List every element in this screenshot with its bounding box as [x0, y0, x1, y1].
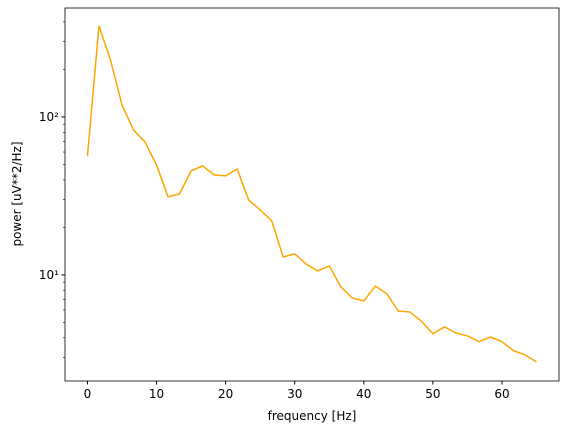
x-tick-label: 60 — [494, 387, 509, 401]
x-tick-label: 50 — [425, 387, 440, 401]
y-axis-label: power [uV**2/Hz] — [10, 141, 24, 246]
x-axis-label: frequency [Hz] — [268, 409, 357, 423]
y-tick-label: 10² — [39, 110, 59, 124]
line-series — [86, 25, 537, 363]
y-tick-label: 10¹ — [39, 268, 59, 282]
x-tick-label: 30 — [287, 387, 302, 401]
x-tick-label: 10 — [149, 387, 164, 401]
x-tick-label: 0 — [84, 387, 92, 401]
x-tick-label: 20 — [218, 387, 233, 401]
axes-frame — [64, 7, 560, 382]
x-tick-label: 40 — [356, 387, 371, 401]
